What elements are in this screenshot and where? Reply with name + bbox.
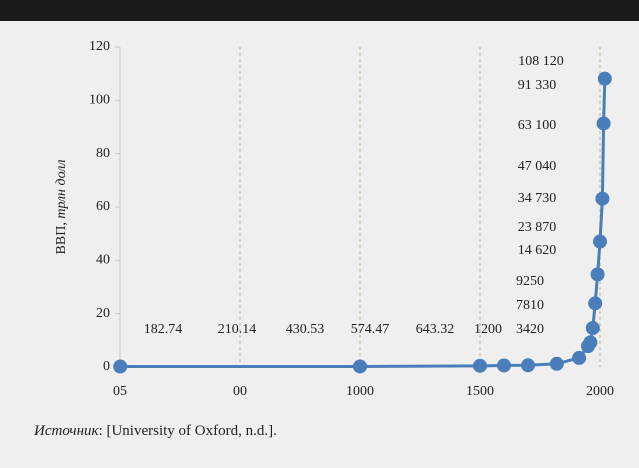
data-point <box>353 359 367 374</box>
data-label: 63 100 <box>518 118 557 133</box>
data-point <box>521 358 535 373</box>
y-tick-label: 20 <box>96 306 110 321</box>
y-tick-label: 40 <box>96 253 110 268</box>
data-label: 210.14 <box>218 322 257 337</box>
data-label: 3420 <box>516 322 544 337</box>
source-text: : [University of Oxford, n.d.]. <box>99 423 277 439</box>
data-label: 1200 <box>474 322 502 337</box>
data-point <box>593 234 607 249</box>
x-tick-label: 2000 <box>586 384 614 399</box>
data-point <box>473 358 487 373</box>
y-label: ВВП, <box>54 222 69 254</box>
data-point <box>497 358 511 373</box>
data-point <box>572 350 587 365</box>
y-tick-label: 60 <box>96 199 110 214</box>
data-label: 34 730 <box>518 191 557 206</box>
data-label: 91 330 <box>518 78 557 93</box>
data-point <box>590 267 605 282</box>
x-tick-label: 1500 <box>466 384 494 399</box>
y-label-unit: трлн долл <box>54 160 69 219</box>
data-label: 108 120 <box>518 54 564 69</box>
x-tick-label: 1000 <box>346 384 374 399</box>
data-label: 574.47 <box>351 322 390 337</box>
y-tick-label: 0 <box>103 359 110 374</box>
data-label: 430.53 <box>286 322 325 337</box>
data-label: 14 620 <box>518 243 557 258</box>
data-point <box>583 335 598 350</box>
data-label: 47 040 <box>518 159 557 174</box>
y-tick-label: 100 <box>89 93 110 108</box>
x-tick-label: 05 <box>113 384 127 399</box>
data-label: 643.32 <box>416 322 455 337</box>
source-label: Источник <box>33 423 100 439</box>
data-label: 23 870 <box>518 220 557 235</box>
x-tick-label: 00 <box>233 384 247 399</box>
data-point <box>588 296 603 311</box>
data-point <box>597 71 612 86</box>
data-point <box>596 116 611 131</box>
data-point <box>595 191 610 206</box>
data-label: 9250 <box>516 274 544 289</box>
y-tick-label: 80 <box>96 146 110 161</box>
data-label: 182.74 <box>144 322 183 337</box>
header-bar <box>0 0 639 21</box>
y-axis-label: ВВП, трлн долл <box>54 160 69 255</box>
data-point <box>113 359 128 374</box>
data-point <box>585 321 600 336</box>
data-point <box>549 356 564 371</box>
data-label: 7810 <box>516 298 544 313</box>
y-tick-label: 120 <box>89 39 110 54</box>
source: Источник: [University of Oxford, n.d.]. <box>33 423 277 439</box>
